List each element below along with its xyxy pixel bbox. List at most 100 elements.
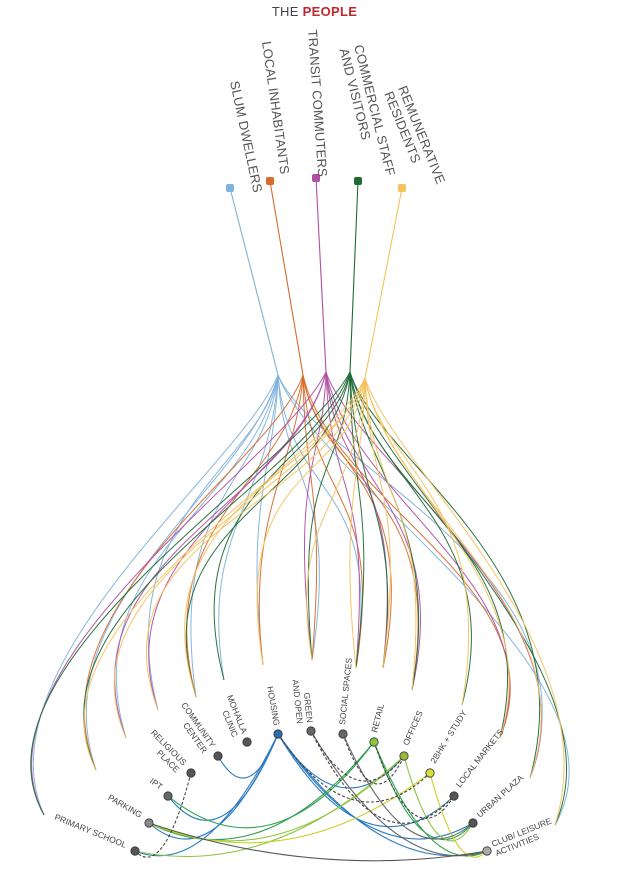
facility-link-green-club — [310, 730, 488, 857]
facility-node-housing — [273, 729, 283, 739]
facility-label-line: 2BHK + STUDY — [428, 708, 469, 765]
group-dot-transit — [312, 174, 320, 182]
group-stem-local — [269, 180, 304, 376]
group-stem-commercial — [349, 180, 359, 373]
group-label-line: LOCAL INHABITANTS — [259, 40, 293, 175]
link-slum-mohalla — [218, 374, 279, 681]
facility-label-line: AND OPEN — [290, 679, 305, 724]
facility-link-offices-parking — [148, 755, 405, 842]
link-commercial-green — [307, 371, 351, 661]
link-commercial-club — [349, 371, 568, 826]
group-dot-remunerative — [398, 184, 406, 192]
link-transit-primary_school — [31, 371, 327, 816]
facility-label-green: GREENAND OPEN — [290, 678, 315, 724]
link-remunerative-green — [306, 377, 366, 661]
facility-label-line: OFFICES — [401, 709, 425, 747]
facility-link-religious-primary_school — [134, 772, 192, 858]
facility-label-line: IPT — [148, 776, 165, 792]
facility-link-twobhk-parking — [148, 772, 431, 844]
facility-link-housing-urban_plaza — [277, 733, 474, 840]
facility-node-green — [306, 726, 316, 736]
facility-label-line: PRIMARY SCHOOL — [53, 812, 128, 850]
facility-link-social-urban_plaza — [342, 733, 474, 840]
facility-link-green-offices — [310, 730, 405, 782]
facility-label-religious: RELIGIOUSPLACE — [142, 728, 189, 775]
group-stem-slum — [229, 187, 279, 376]
link-remunerative-social — [349, 377, 366, 669]
link-slum-primary_school — [32, 374, 279, 816]
link-slum-green — [277, 374, 320, 661]
group-stem-transit — [315, 177, 327, 373]
title-plain: THE — [271, 4, 303, 19]
facility-link-retail-local_markets — [373, 741, 455, 819]
link-local-offices — [302, 374, 419, 691]
link-remunerative-offices — [364, 377, 417, 691]
facility-node-urban_plaza — [468, 818, 478, 828]
facility-node-retail — [369, 737, 379, 747]
link-remunerative-urban_plaza — [364, 377, 542, 779]
facility-node-offices — [399, 751, 409, 761]
link-commercial-offices — [349, 371, 420, 691]
link-slum-housing — [256, 374, 279, 666]
facility-node-club — [482, 846, 492, 856]
link-remunerative-parking — [83, 377, 366, 771]
link-slum-social — [277, 374, 362, 669]
link-slum-community — [190, 374, 279, 698]
facility-label-line: HOUSING — [265, 686, 282, 727]
facility-label-housing: HOUSING — [265, 686, 282, 727]
group-dot-commercial — [354, 177, 362, 185]
link-remunerative-ipt — [113, 377, 366, 739]
facility-label-ipt: IPT — [148, 776, 165, 792]
link-transit-green — [304, 371, 327, 661]
facility-label-line: GREEN — [302, 692, 315, 723]
group-label-remunerative: REMUNERATIVERESIDENTS — [381, 84, 448, 192]
link-commercial-social — [349, 371, 365, 669]
link-remunerative-community — [184, 377, 366, 698]
group-stem-remunerative — [364, 187, 403, 379]
link-transit-urban_plaza — [325, 371, 542, 779]
group-label-local: LOCAL INHABITANTS — [259, 40, 293, 175]
link-local-parking — [83, 374, 304, 771]
link-slum-parking — [85, 374, 279, 771]
facility-label-line: LOCAL MARKETS — [454, 727, 506, 789]
facility-label-twobhk: 2BHK + STUDY — [428, 708, 469, 765]
group-dot-local — [266, 177, 274, 185]
facility-link-housing-local_markets — [277, 733, 455, 828]
link-commercial-urban_plaza — [349, 371, 541, 779]
group-dot-slum — [226, 184, 234, 192]
group-label-line: TRANSIT COMMUTERS — [305, 29, 330, 177]
facility-node-social — [338, 729, 348, 739]
facility-link-retail-urban_plaza — [373, 741, 474, 841]
facility-label-line: RETAIL — [369, 703, 386, 734]
link-remunerative-club — [364, 377, 565, 826]
link-local-housing — [258, 374, 304, 666]
link-remunerative-retail — [364, 377, 391, 669]
facility-label-mohalla: MOHALLACLINIC — [216, 693, 250, 738]
link-local-green — [302, 374, 318, 661]
facility-label-club: CLUB/ LEISUREACTIVITIES — [490, 816, 557, 859]
facility-link-retail-ipt — [167, 741, 375, 829]
link-slum-club — [277, 374, 570, 826]
group-label-line: SLUM DWELLERS — [227, 80, 265, 195]
facility-label-parking: PARKING — [106, 792, 144, 819]
facility-link-housing-twobhk — [277, 733, 431, 803]
facility-node-mohalla — [242, 737, 252, 747]
facility-label-local_markets: LOCAL MARKETS — [454, 727, 506, 789]
facility-node-primary_school — [130, 846, 140, 856]
facility-label-line: SOCIAL SPACES — [337, 657, 354, 725]
facility-label-community: COMMUNITYCENTER — [171, 700, 218, 755]
link-local-local_markets — [302, 374, 511, 739]
facility-node-local_markets — [449, 791, 459, 801]
link-transit-social — [325, 371, 360, 669]
link-remunerative-housing — [256, 377, 366, 666]
link-slum-religious — [147, 374, 279, 711]
link-transit-religious — [148, 371, 327, 711]
facility-node-community — [213, 751, 223, 761]
link-slum-ipt — [115, 374, 279, 739]
facility-node-ipt — [163, 791, 173, 801]
facility-node-parking — [144, 818, 154, 828]
facility-link-parking-club — [148, 822, 488, 862]
facility-link-housing-parking — [148, 733, 279, 840]
facility-node-religious — [186, 768, 196, 778]
group-label-transit: TRANSIT COMMUTERS — [305, 29, 330, 177]
